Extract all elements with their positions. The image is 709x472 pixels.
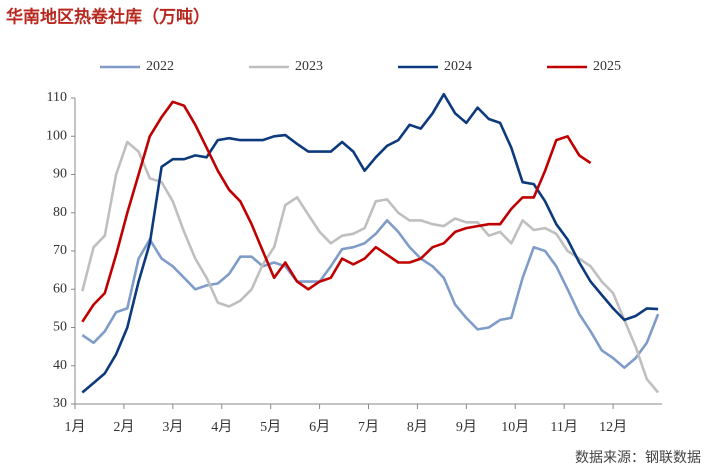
y-tick-label: 60 [53, 281, 67, 296]
y-tick-label: 30 [53, 396, 67, 411]
y-tick-label: 100 [46, 128, 67, 143]
x-tick-label: 2月 [113, 419, 134, 435]
y-tick-label: 90 [53, 167, 67, 182]
x-tick-label: 1月 [65, 419, 86, 435]
x-tick-label: 12月 [599, 419, 627, 435]
y-tick-label: 70 [53, 243, 67, 258]
legend-label: 2025 [593, 59, 621, 74]
series-line [81, 92, 659, 394]
legend-label: 2023 [295, 59, 323, 74]
legend-label: 2022 [146, 59, 174, 74]
x-tick-label: 6月 [309, 419, 330, 435]
y-tick-label: 110 [47, 90, 67, 105]
source: 数据来源：钢联数据 [575, 450, 701, 466]
x-tick-label: 10月 [501, 419, 529, 435]
x-tick-label: 3月 [162, 419, 183, 435]
series-line [81, 100, 592, 323]
y-tick-label: 40 [53, 358, 67, 373]
x-tick-label: 9月 [456, 419, 477, 435]
x-tick-label: 7月 [358, 419, 379, 435]
x-tick-label: 5月 [260, 419, 281, 435]
chart-title: 华南地区热卷社库（万吨） [6, 7, 210, 28]
series-line [81, 219, 660, 369]
legend-label: 2024 [444, 59, 472, 74]
x-tick-label: 8月 [407, 419, 428, 435]
series-line [81, 140, 660, 394]
x-tick-label: 4月 [211, 419, 232, 435]
y-tick-label: 50 [53, 320, 67, 335]
x-tick-label: 11月 [550, 419, 577, 435]
y-tick-label: 80 [53, 205, 67, 220]
